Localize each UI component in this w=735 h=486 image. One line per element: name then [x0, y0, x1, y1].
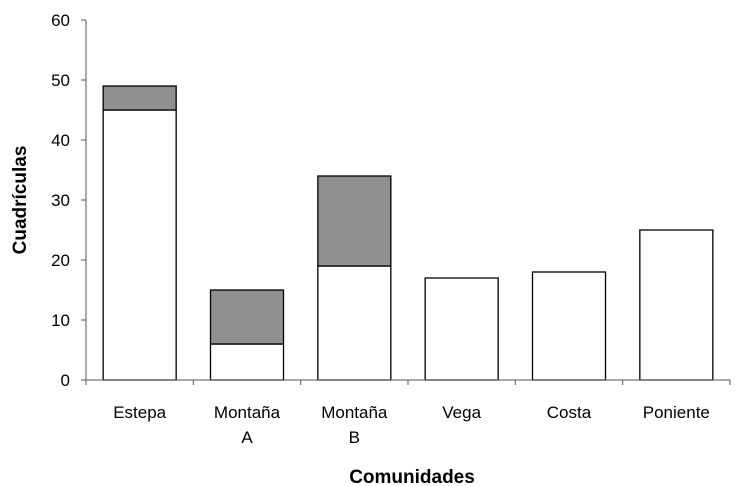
bars: [102, 85, 714, 381]
y-tick-label: 30: [51, 191, 70, 210]
x-tick-label-line: Poniente: [643, 403, 710, 422]
bar-segment: [209, 343, 285, 381]
bar-segment: [317, 265, 392, 381]
y-tick-label: 50: [51, 71, 70, 90]
y-tick-label: 20: [51, 251, 70, 270]
bar-segment: [317, 175, 392, 267]
bar-segment: [424, 277, 499, 381]
y-tick-label: 10: [51, 311, 70, 330]
bar-segment: [209, 289, 285, 345]
x-tick-label-line: Montaña: [214, 403, 281, 422]
bar-segment: [102, 85, 177, 111]
x-tick-label-line: A: [241, 428, 253, 447]
axes: [85, 20, 731, 385]
x-tick-label-line: Vega: [442, 403, 481, 422]
x-tick-label-line: Estepa: [113, 403, 166, 422]
x-axis-labels: Estepa Montaña A Montaña B Vega Costa Poniente: [113, 403, 710, 447]
bar-segment: [639, 229, 714, 381]
y-tick-label: 0: [61, 371, 70, 390]
bar-segment: [531, 271, 607, 381]
x-tick-label: Estepa: [113, 403, 166, 422]
bar-segment: [102, 109, 177, 381]
x-tick-label-line: Montaña: [321, 403, 388, 422]
x-tick-label: Montaña B: [321, 403, 388, 447]
y-tick-label: 40: [51, 131, 70, 150]
x-tick-label: Poniente: [643, 403, 710, 422]
x-tick-label: Costa: [547, 403, 592, 422]
y-tick-label: 60: [51, 11, 70, 30]
x-tick-label: Vega: [442, 403, 481, 422]
x-tick-label-line: Costa: [547, 403, 592, 422]
x-tick-label: Montaña A: [214, 403, 281, 447]
x-axis-title: Comunidades: [349, 467, 475, 486]
y-axis-ticks: 0 10 20 30 40 50 60: [51, 11, 86, 390]
x-tick-label-line: B: [349, 428, 360, 447]
y-axis-title: Cuadrículas: [10, 146, 31, 255]
